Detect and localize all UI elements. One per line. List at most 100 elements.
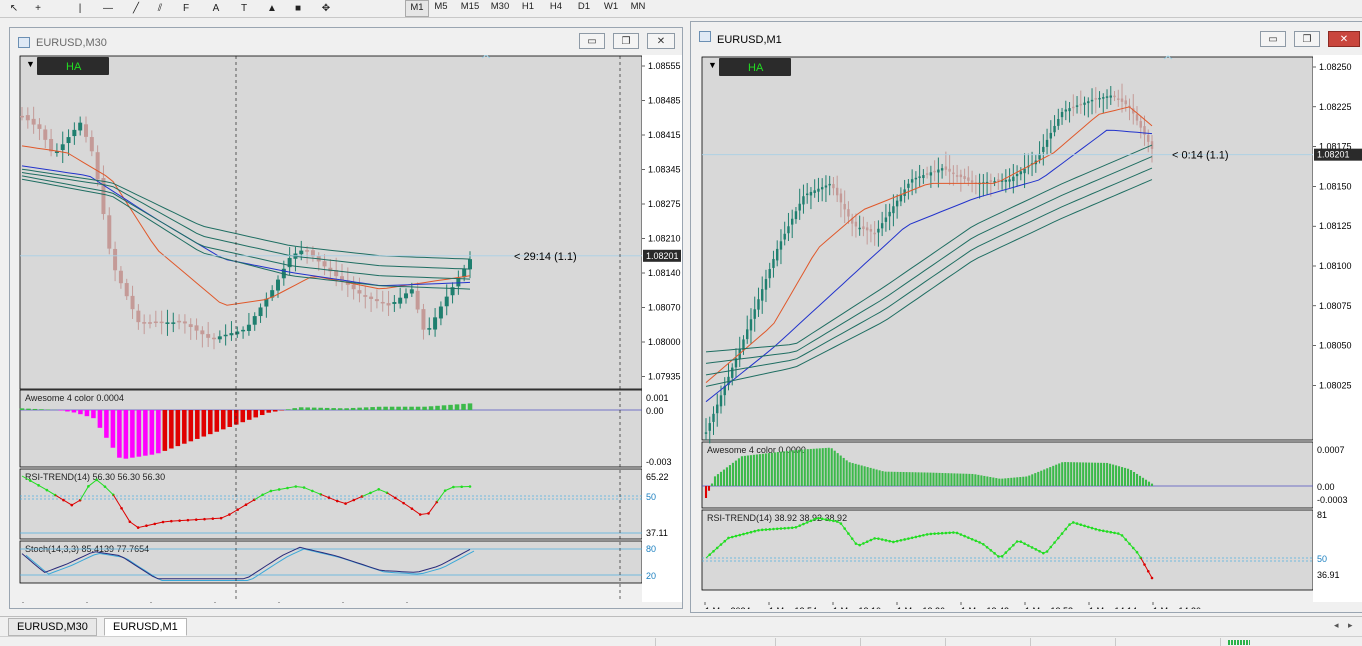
timeframe-m15[interactable]: M15	[456, 0, 484, 15]
candle	[26, 115, 30, 120]
ao-bar	[717, 474, 719, 486]
timeframe-mn[interactable]: MN	[627, 0, 649, 15]
ao-bar	[765, 453, 767, 486]
ao-bar	[1133, 472, 1135, 486]
candle	[165, 322, 169, 324]
fibonacci-icon[interactable]: F	[176, 0, 196, 16]
time-tick-label: 1 Mar 12:54	[769, 606, 817, 609]
shapes-dropdown-icon[interactable]: ✥	[316, 0, 336, 16]
chart-area[interactable]: 1.085551.084851.084151.083451.082751.082…	[18, 55, 682, 603]
candle	[1087, 101, 1089, 103]
ao-bar	[39, 409, 44, 410]
candle	[821, 187, 823, 189]
ao-bar	[383, 407, 388, 410]
ao-bar	[1004, 478, 1006, 486]
timeframe-h4[interactable]: H4	[545, 0, 567, 15]
ao-tick-label: 0.00	[646, 406, 664, 416]
candle-timer: < 29:14 (1.1)	[514, 251, 577, 263]
cursor-icon[interactable]: ↖	[4, 0, 24, 16]
candle-timer: < 0:14 (1.1)	[1172, 150, 1229, 162]
horizontal-line-icon[interactable]: —	[98, 0, 118, 16]
ao-bar	[1091, 463, 1093, 486]
ao-bar	[240, 410, 245, 422]
timeframe-m1[interactable]: M1	[405, 0, 429, 17]
ao-bar	[305, 407, 310, 410]
ao-bar	[351, 408, 356, 410]
arrow-up-shape-icon[interactable]: ▲	[262, 0, 282, 16]
candle	[90, 137, 94, 151]
ao-bar	[312, 408, 317, 410]
ao-bar	[705, 486, 707, 498]
window-titlebar[interactable]: EURUSD,M1 ▭ ❐ ✕	[691, 22, 1362, 50]
text-label-icon[interactable]: T	[234, 0, 254, 16]
stoch-tick-label: 80	[646, 544, 656, 554]
ao-bar	[867, 467, 869, 486]
price-tick-label: 1.08485	[648, 96, 681, 106]
text-icon[interactable]: A	[206, 0, 226, 16]
restore-button[interactable]: ❐	[1294, 31, 1320, 47]
candle	[32, 119, 36, 125]
crosshair-icon[interactable]: +	[28, 0, 48, 16]
close-button[interactable]: ✕	[1328, 31, 1360, 47]
candle	[836, 188, 838, 195]
tab-scroll-left-icon[interactable]: ◂	[1334, 620, 1339, 631]
time-tick-label: 1 Mar 13:10	[833, 606, 881, 609]
trendline-icon[interactable]: ╱	[126, 0, 146, 16]
ha-label: HA	[748, 62, 764, 74]
ao-tick-label: 0.0007	[1317, 445, 1345, 455]
candle	[956, 175, 958, 177]
close-button[interactable]: ✕	[647, 33, 675, 49]
timeframe-w1[interactable]: W1	[600, 0, 622, 15]
ao-bar	[1001, 479, 1003, 486]
timeframe-m30[interactable]: M30	[486, 0, 514, 15]
candle	[416, 291, 420, 310]
ao-label: Awesome 4 color 0.0000	[707, 445, 806, 455]
chart-area[interactable]: 1.082501.082251.081751.081501.081251.081…	[700, 55, 1362, 609]
window-title: EURUSD,M30	[36, 37, 107, 49]
ao-bar	[711, 484, 713, 486]
ao-bar	[292, 408, 297, 410]
ao-bar	[266, 410, 271, 413]
ao-bar	[1145, 480, 1147, 486]
candle	[323, 261, 327, 266]
ao-bar	[396, 407, 401, 410]
ao-tick-label: 0.001	[646, 393, 669, 403]
tab-eurusd-m30[interactable]: EURUSD,M30	[8, 618, 97, 636]
candle	[229, 333, 233, 335]
ao-bar	[876, 470, 878, 486]
ao-bar	[1100, 463, 1102, 486]
chart-window-icon	[699, 31, 711, 42]
tab-scroll-right-icon[interactable]: ▸	[1348, 620, 1353, 631]
ao-bar	[403, 407, 408, 410]
timeframe-m5[interactable]: M5	[430, 0, 452, 15]
ao-bar	[789, 451, 791, 486]
ao-bar	[377, 407, 382, 410]
restore-button[interactable]: ❐	[613, 33, 639, 49]
ao-bar	[1073, 462, 1075, 486]
candle	[1083, 103, 1085, 105]
ao-bar	[762, 454, 764, 486]
ao-bar	[879, 470, 881, 486]
ao-bar	[1112, 465, 1114, 486]
window-titlebar[interactable]: EURUSD,M30 ▭ ❐ ✕	[10, 28, 682, 56]
timeframe-d1[interactable]: D1	[573, 0, 595, 15]
candle	[445, 297, 449, 307]
price-tick-label: 1.08275	[648, 199, 681, 209]
tab-eurusd-m1[interactable]: EURUSD,M1	[104, 618, 187, 636]
ao-bar	[834, 451, 836, 486]
minimize-button[interactable]: ▭	[1260, 31, 1286, 47]
minimize-button[interactable]: ▭	[579, 33, 605, 49]
ha-label: HA	[66, 61, 82, 73]
ao-bar	[461, 404, 466, 410]
rsi-tick-label: 81	[1317, 510, 1327, 520]
ao-bar	[726, 467, 728, 486]
candle	[1113, 96, 1115, 98]
channel-icon[interactable]: ⫽	[150, 0, 170, 16]
ao-bar	[813, 449, 815, 486]
price-tick-label: 1.08000	[648, 337, 681, 347]
ao-bar	[882, 471, 884, 486]
rectangle-shape-icon[interactable]: ■	[288, 0, 308, 16]
ao-bar	[968, 474, 970, 486]
timeframe-h1[interactable]: H1	[517, 0, 539, 15]
vertical-line-icon[interactable]: |	[70, 0, 90, 16]
